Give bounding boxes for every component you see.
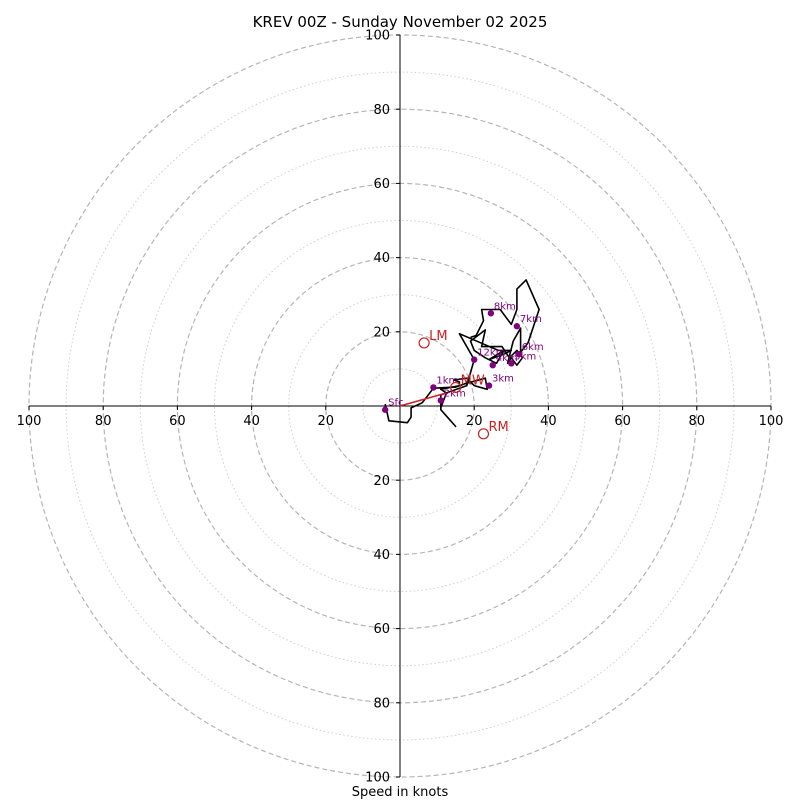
- storm-motion-markers: LM MW RM: [418, 329, 509, 440]
- tick-right-80: 80: [689, 414, 706, 429]
- axis-ticks: 100 80 60 40 20 20 40 60 80 100 20 40 60 80 100 20 40 60 8…: [17, 29, 784, 786]
- height-label-2km: 2km: [444, 388, 466, 399]
- height-label-8km: 8km: [494, 301, 516, 312]
- motion-marker-rm: [477, 428, 490, 440]
- tick-bottom-60: 60: [373, 622, 390, 637]
- tick-top-40: 40: [373, 251, 390, 266]
- tick-bottom-100: 100: [365, 771, 390, 786]
- tick-left-100: 100: [17, 414, 42, 429]
- tick-right-60: 60: [614, 414, 631, 429]
- tick-right-20: 20: [466, 414, 483, 429]
- tick-top-20: 20: [373, 325, 390, 340]
- x-axis-label: Speed in knots: [352, 785, 449, 800]
- motion-marker-lm: [418, 337, 430, 349]
- height-label-12km: 12km: [477, 348, 505, 359]
- tick-top-60: 60: [373, 177, 390, 192]
- height-marker-7km: [513, 323, 521, 330]
- chart-title: KREV 00Z - Sunday November 02 2025: [253, 13, 548, 31]
- tick-bottom-80: 80: [373, 696, 390, 711]
- height-label-5km: 5km: [514, 351, 536, 362]
- height-marker-6km: [515, 350, 522, 358]
- tick-right-100: 100: [759, 414, 784, 429]
- tick-left-40: 40: [243, 414, 260, 429]
- tick-bottom-40: 40: [373, 548, 390, 563]
- tick-top-100: 100: [365, 29, 390, 44]
- motion-label-rm: RM: [488, 420, 508, 435]
- height-label-7km: 7km: [520, 314, 542, 325]
- height-marker-sfc: [381, 406, 389, 413]
- shear-vector: [399, 392, 447, 407]
- height-marker-8km: [487, 310, 495, 317]
- tick-bottom-20: 20: [373, 474, 390, 489]
- tick-left-60: 60: [169, 414, 186, 429]
- shear-vector-line: [399, 392, 447, 407]
- motion-marker-mw: [450, 381, 462, 394]
- height-marker-12km: [471, 356, 478, 363]
- height-label-1km: 1km: [436, 375, 458, 386]
- height-marker-3km: [485, 382, 493, 389]
- height-marker-5km: [508, 360, 515, 367]
- motion-label-lm: LM: [429, 329, 447, 344]
- height-marker-1km: [430, 384, 437, 391]
- height-label-6km: 6km: [522, 342, 544, 353]
- motion-label-mw: MW: [461, 373, 485, 388]
- tick-left-80: 80: [95, 414, 112, 429]
- height-label-sfc: Sfc: [388, 398, 403, 409]
- height-marker-2km: [437, 397, 445, 404]
- height-marker-4km: [489, 361, 496, 369]
- tick-left-20: 20: [318, 414, 335, 429]
- height-label-4km: 4km: [496, 353, 518, 364]
- tick-right-40: 40: [540, 414, 557, 429]
- height-label-3km: 3km: [492, 374, 514, 385]
- tick-top-80: 80: [373, 103, 390, 118]
